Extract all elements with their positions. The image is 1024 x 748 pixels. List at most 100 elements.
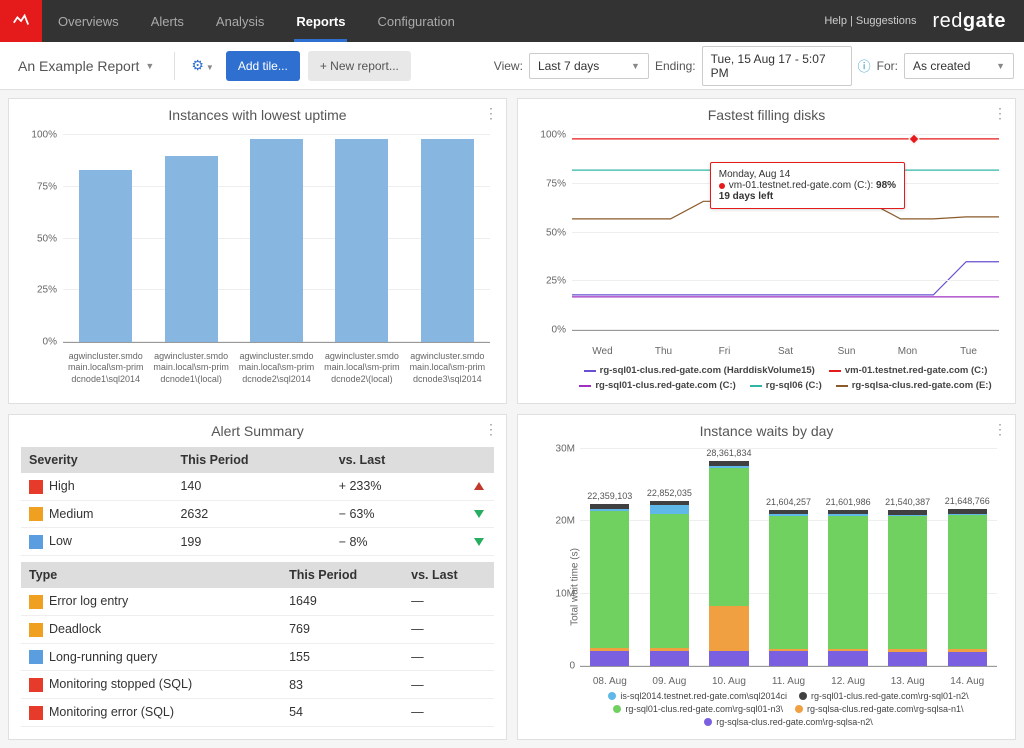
uptime-bar[interactable]	[165, 156, 218, 342]
y-tick-label: 0%	[552, 325, 572, 336]
stack-segment[interactable]	[888, 652, 927, 666]
type-row[interactable]: Monitoring stopped (SQL)83—	[21, 671, 494, 699]
y-tick-label: 100%	[540, 130, 572, 141]
severity-row[interactable]: Low199− 8%	[21, 528, 494, 556]
y-axis-title: Total wait time (s)	[569, 548, 580, 626]
tile-menu-icon[interactable]: ⋮	[993, 421, 1007, 438]
col-header: vs. Last	[403, 562, 494, 588]
brand-logo-icon[interactable]	[0, 0, 42, 42]
tile-title: Instances with lowest uptime	[21, 107, 494, 123]
for-label: For:	[877, 59, 898, 73]
add-tile-button[interactable]: Add tile...	[226, 51, 300, 81]
type-row[interactable]: Error log entry1649—	[21, 588, 494, 615]
bar-total-label: 21,540,387	[885, 497, 930, 507]
divider	[174, 52, 175, 80]
info-icon[interactable]: ⓘ	[858, 56, 871, 75]
nav-tab-overviews[interactable]: Overviews	[42, 0, 135, 42]
legend-swatch	[750, 385, 762, 387]
y-tick-label: 100%	[31, 130, 63, 141]
x-tick-label: agwincluster.smdomain.local\sm-primdcnod…	[234, 347, 319, 391]
stack-segment[interactable]	[650, 651, 689, 666]
stack-segment[interactable]	[888, 516, 927, 649]
nav-tab-reports[interactable]: Reports	[280, 0, 361, 42]
stack-segment[interactable]	[709, 606, 748, 652]
nav-tab-configuration[interactable]: Configuration	[361, 0, 470, 42]
stack-segment[interactable]	[948, 652, 987, 666]
disk-series-line[interactable]	[572, 262, 999, 295]
trend-down-icon	[474, 510, 484, 518]
tile-waits: ⋮ Instance waits by day Total wait time …	[517, 414, 1016, 740]
stack-segment[interactable]	[590, 511, 629, 648]
chart-tooltip: Monday, Aug 14vm-01.testnet.red-gate.com…	[710, 162, 905, 209]
stack-segment[interactable]	[650, 505, 689, 514]
legend-swatch	[836, 385, 848, 387]
help-link[interactable]: Help | Suggestions	[824, 15, 916, 27]
stack-segment[interactable]	[590, 651, 629, 666]
y-tick-label: 50%	[37, 233, 63, 244]
stack-segment[interactable]	[769, 651, 808, 665]
uptime-bar[interactable]	[79, 170, 132, 342]
alert-severity-table: SeverityThis Periodvs. Last High140+ 233…	[21, 447, 494, 556]
uptime-bar[interactable]	[250, 139, 303, 342]
type-row[interactable]: Long-running query155—	[21, 643, 494, 671]
legend-item[interactable]: rg-sql06 (C:)	[750, 380, 822, 391]
y-tick-label: 20M	[556, 516, 580, 527]
x-tick-label: 09. Aug	[640, 676, 700, 687]
bar-total-label: 21,648,766	[945, 496, 990, 506]
severity-swatch	[29, 595, 43, 609]
nav-tab-analysis[interactable]: Analysis	[200, 0, 280, 42]
for-select[interactable]: As created▼	[904, 53, 1014, 79]
legend-item[interactable]: is-sql2014.testnet.red-gate.com\sql2014c…	[608, 691, 787, 701]
bar-total-label: 21,601,986	[826, 497, 871, 507]
tile-menu-icon[interactable]: ⋮	[993, 105, 1007, 122]
severity-swatch	[29, 706, 43, 720]
tile-menu-icon[interactable]: ⋮	[484, 421, 498, 438]
legend-item[interactable]: rg-sql01-clus.red-gate.com\rg-sql01-n3\	[613, 704, 783, 714]
report-selector[interactable]: An Example Report▼	[10, 54, 162, 78]
x-tick-label: 08. Aug	[580, 676, 640, 687]
stack-segment[interactable]	[650, 514, 689, 649]
view-label: View:	[494, 59, 523, 73]
severity-swatch	[29, 623, 43, 637]
legend-item[interactable]: rg-sqlsa-clus.red-gate.com\rg-sqlsa-n1\	[795, 704, 964, 714]
legend-item[interactable]: rg-sql01-clus.red-gate.com (HarddiskVolu…	[584, 365, 815, 376]
severity-swatch	[29, 650, 43, 664]
type-row[interactable]: Monitoring error (SQL)54—	[21, 698, 494, 726]
ending-select[interactable]: Tue, 15 Aug 17 - 5:07 PM	[702, 46, 852, 86]
stack-segment[interactable]	[948, 515, 987, 649]
stack-segment[interactable]	[769, 516, 808, 649]
stack-segment[interactable]	[828, 651, 867, 665]
tile-uptime: ⋮ Instances with lowest uptime 0%25%50%7…	[8, 98, 507, 404]
dashboard-grid: ⋮ Instances with lowest uptime 0%25%50%7…	[0, 90, 1024, 748]
severity-row[interactable]: Medium2632− 63%	[21, 500, 494, 528]
x-tick-label: Sat	[755, 346, 816, 357]
legend-item[interactable]: rg-sql01-clus.red-gate.com\rg-sql01-n2\	[799, 691, 969, 701]
severity-swatch	[29, 480, 43, 494]
nav-tab-alerts[interactable]: Alerts	[135, 0, 200, 42]
severity-row[interactable]: High140+ 233%	[21, 473, 494, 500]
new-report-button[interactable]: + New report...	[308, 51, 411, 81]
legend-item[interactable]: vm-01.testnet.red-gate.com (C:)	[829, 365, 988, 376]
stack-segment[interactable]	[709, 468, 748, 605]
legend-item[interactable]: rg-sqlsa-clus.red-gate.com\rg-sqlsa-n2\	[704, 717, 873, 727]
x-tick-label: Tue	[938, 346, 999, 357]
col-header: vs. Last	[331, 447, 494, 473]
col-header: This Period	[172, 447, 330, 473]
legend-item[interactable]: rg-sqlsa-clus.red-gate.com (E:)	[836, 380, 992, 391]
x-tick-label: agwincluster.smdomain.local\sm-primdcnod…	[405, 347, 490, 391]
tile-menu-icon[interactable]: ⋮	[484, 105, 498, 122]
y-tick-label: 30M	[556, 444, 580, 455]
type-row[interactable]: Deadlock769—	[21, 615, 494, 643]
stack-segment[interactable]	[709, 651, 748, 666]
legend-item[interactable]: rg-sql01-clus.red-gate.com (C:)	[579, 380, 735, 391]
view-select[interactable]: Last 7 days▼	[529, 53, 649, 79]
x-tick-label: Mon	[877, 346, 938, 357]
y-tick-label: 25%	[546, 276, 572, 287]
uptime-bar[interactable]	[421, 139, 474, 342]
stack-segment[interactable]	[828, 516, 867, 649]
y-tick-label: 10M	[556, 588, 580, 599]
x-tick-label: Thu	[633, 346, 694, 357]
gear-icon[interactable]: ⚙▼	[187, 53, 217, 78]
uptime-bar[interactable]	[335, 139, 388, 342]
legend-swatch	[613, 705, 621, 713]
